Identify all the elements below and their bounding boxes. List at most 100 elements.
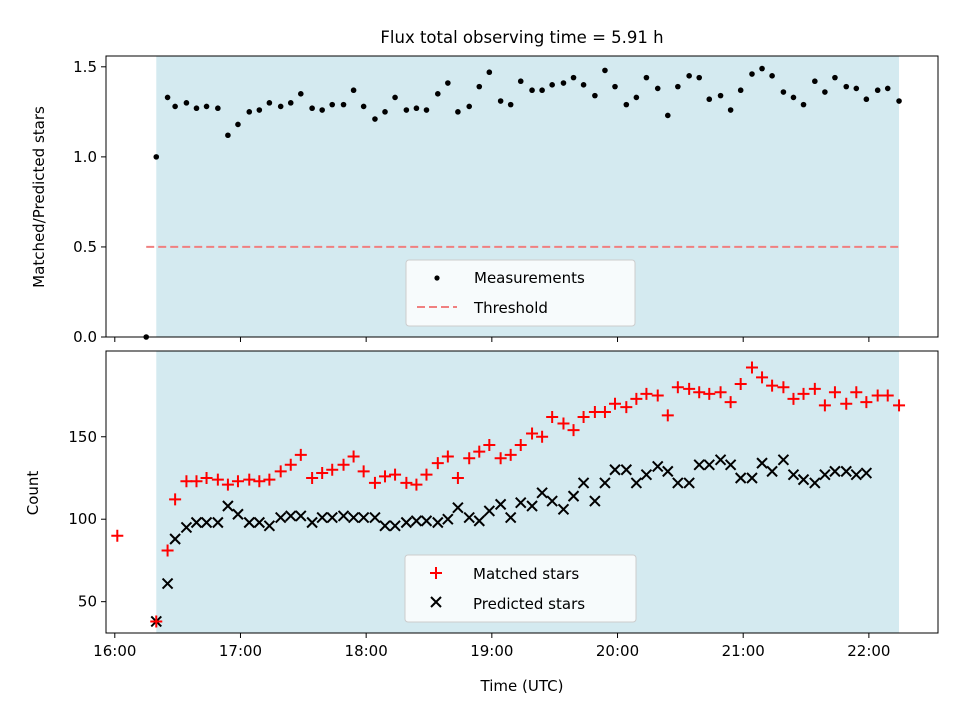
matched-star-point [420,468,433,481]
measurement-point [696,74,703,81]
measurement-point [654,85,661,92]
predicted-star-point [766,465,778,478]
matched-star-point [893,399,906,412]
predicted-star-point [589,495,601,507]
measurement-point [863,96,870,103]
measurement-point [256,107,263,113]
measurement-point [413,105,420,112]
predicted-star-point [683,477,695,489]
measurement-point [360,103,367,110]
matched-star-point [451,471,464,484]
matched-star-point [221,478,234,491]
measurement-point [539,87,545,94]
measurement-point [560,80,567,86]
matched-star-point [871,389,884,402]
matched-star-point [190,475,203,488]
measurement-point [423,107,430,113]
matched-star-point [180,475,193,488]
measurement-point [329,101,336,108]
measurement-point [203,103,210,110]
predicted-star-point [840,465,852,478]
x-tick-label: 21:00 [722,642,765,660]
measurement-point [843,83,850,90]
predicted-star-point [662,465,674,478]
measurement-point [643,74,650,81]
matched-star-point [734,377,747,390]
predicted-star-point [860,467,873,479]
measurement-point [193,105,200,112]
matched-star-point [745,361,758,374]
matched-star-point [410,478,423,491]
matched-star-point [860,396,873,409]
measurement-point [183,100,190,106]
predicted-star-point [567,490,580,502]
measurement-point [832,74,838,81]
measurement-point [319,107,325,113]
matched-star-point [557,417,570,430]
matched-star-point [161,544,174,557]
matched-star-point [777,381,790,394]
measurement-point [172,103,178,110]
predicted-star-point [640,468,653,481]
matched-star-point [546,410,559,423]
matched-star-point [514,439,527,451]
measurement-point [570,74,577,81]
predicted-star-point [630,477,643,489]
legend-predicted: Predicted stars [473,595,585,613]
matched-star-point [504,448,517,461]
predicted-star-point [410,515,423,527]
chart-title: Flux total observing time = 5.91 h [380,28,663,47]
x-tick-label: 17:00 [219,642,262,660]
measurement-point [822,89,828,95]
matched-star-point [567,424,580,437]
measurement-point [749,71,755,77]
predicted-star-point [546,495,558,507]
matched-star-point [379,470,392,483]
bottom-y-ticks: 50 100 150 [68,428,106,611]
top-legend: Measurements Threshold [405,259,636,327]
measurement-point [340,101,347,108]
matched-star-point [828,386,841,399]
matched-star-point [671,381,684,394]
predicted-star-point [316,511,328,524]
matched-star-point [368,476,381,489]
measurement-point [529,87,535,94]
predicted-star-point [850,468,863,481]
measurement-point [602,67,608,74]
y-tick-label: 1.5 [73,58,97,76]
matched-star-point [253,475,266,488]
matched-star-point [150,615,163,628]
matched-star-point [651,389,664,402]
predicted-star-point [161,577,174,590]
matched-star-point [473,445,486,458]
matched-star-point [169,493,182,506]
predicted-star-point [797,473,810,486]
measurement-point [298,91,304,97]
measurement-point [309,105,315,112]
legend-predicted-marker [430,596,442,608]
matched-star-point [284,458,297,471]
measurement-point [215,105,221,112]
measurement-point [517,78,524,85]
predicted-star-point [515,497,527,509]
matched-star-point [306,471,319,484]
matched-star-point [661,409,674,422]
matched-star-point [850,386,863,399]
measurement-point [769,73,775,79]
predicted-star-point [232,508,244,520]
measurement-point [790,94,797,101]
predicted-star-point [253,516,266,529]
measurement-point [853,85,860,92]
predicted-star-point [212,516,224,529]
measurement-point [277,103,284,110]
predicted-star-point [190,516,203,529]
matched-star-point [263,473,276,486]
predicted-star-point [337,510,350,522]
predicted-star-point [473,515,485,527]
measurement-point [686,73,692,79]
predicted-star-point [306,516,318,529]
y-tick-label: 150 [68,428,97,446]
top-x-ticks [114,337,870,342]
x-tick-label: 16:00 [93,642,136,660]
